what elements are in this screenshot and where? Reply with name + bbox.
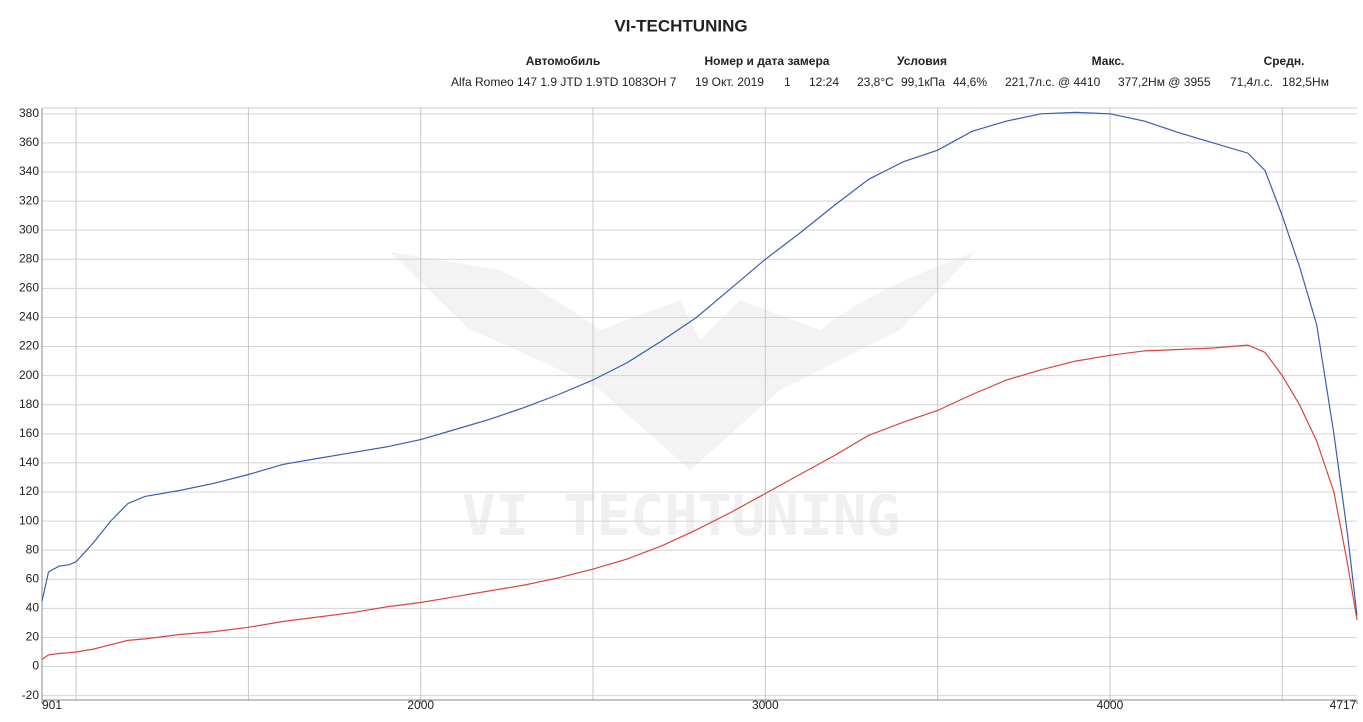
header-value: 1	[784, 75, 791, 89]
y-tick-label: 100	[19, 513, 39, 527]
line-series	[41, 111, 1358, 616]
y-tick-label: 300	[19, 222, 39, 236]
header-value: 23,8°C	[857, 75, 894, 89]
y-tick-label: 160	[19, 426, 39, 440]
header-value: 182,5Нм	[1282, 75, 1329, 89]
header-value: 44,6%	[953, 75, 987, 89]
y-tick-label: 240	[19, 310, 39, 324]
y-tick-label: 280	[19, 251, 39, 265]
column-heading: Средн.	[1264, 54, 1305, 68]
x-tick-label: 3000	[752, 698, 779, 712]
column-heading: Макс.	[1092, 54, 1125, 68]
column-heading: Условия	[897, 54, 947, 68]
column-heading: Автомобиль	[526, 54, 601, 68]
x-tick-label: 4717	[1330, 698, 1357, 712]
y-tick-label: 380	[19, 106, 39, 120]
y-tick-label: -20	[22, 688, 40, 702]
header-value: 377,2Нм @ 3955	[1118, 75, 1211, 89]
header-value: 12:24	[809, 75, 839, 89]
y-tick-label: 340	[19, 164, 39, 178]
x-tick-label: 2000	[407, 698, 434, 712]
header-value: 19 Окт. 2019	[695, 75, 764, 89]
title: VI-TECHTUNING	[614, 16, 747, 35]
watermark: VI TECHTUNING	[462, 484, 900, 549]
y-tick-label: 60	[26, 571, 40, 585]
header-value: 221,7л.с. @ 4410	[1005, 75, 1101, 89]
y-tick-label: 120	[19, 484, 39, 498]
line-series	[41, 344, 1358, 660]
y-tick-label: 0	[32, 659, 39, 673]
y-tick-label: 80	[26, 542, 40, 556]
y-tick-label: 260	[19, 281, 39, 295]
y-tick-label: 140	[19, 455, 39, 469]
y-tick-label: 320	[19, 193, 39, 207]
x-tick-label: 4000	[1097, 698, 1124, 712]
y-tick-label: 360	[19, 135, 39, 149]
y-tick-label: 20	[26, 630, 40, 644]
x-tick-label: 901	[42, 698, 62, 712]
y-tick-label: 200	[19, 368, 39, 382]
column-heading: Номер и дата замера	[705, 54, 830, 68]
watermark-logo	[390, 252, 975, 470]
y-tick-label: 180	[19, 397, 39, 411]
header-value: 99,1кПа	[901, 75, 945, 89]
header-value: 71,4л.с.	[1230, 75, 1273, 89]
y-tick-label: 40	[26, 601, 40, 615]
y-tick-label: 220	[19, 339, 39, 353]
header-value: Alfa Romeo 147 1.9 JTD 1.9TD 1083OH 7	[451, 75, 677, 89]
